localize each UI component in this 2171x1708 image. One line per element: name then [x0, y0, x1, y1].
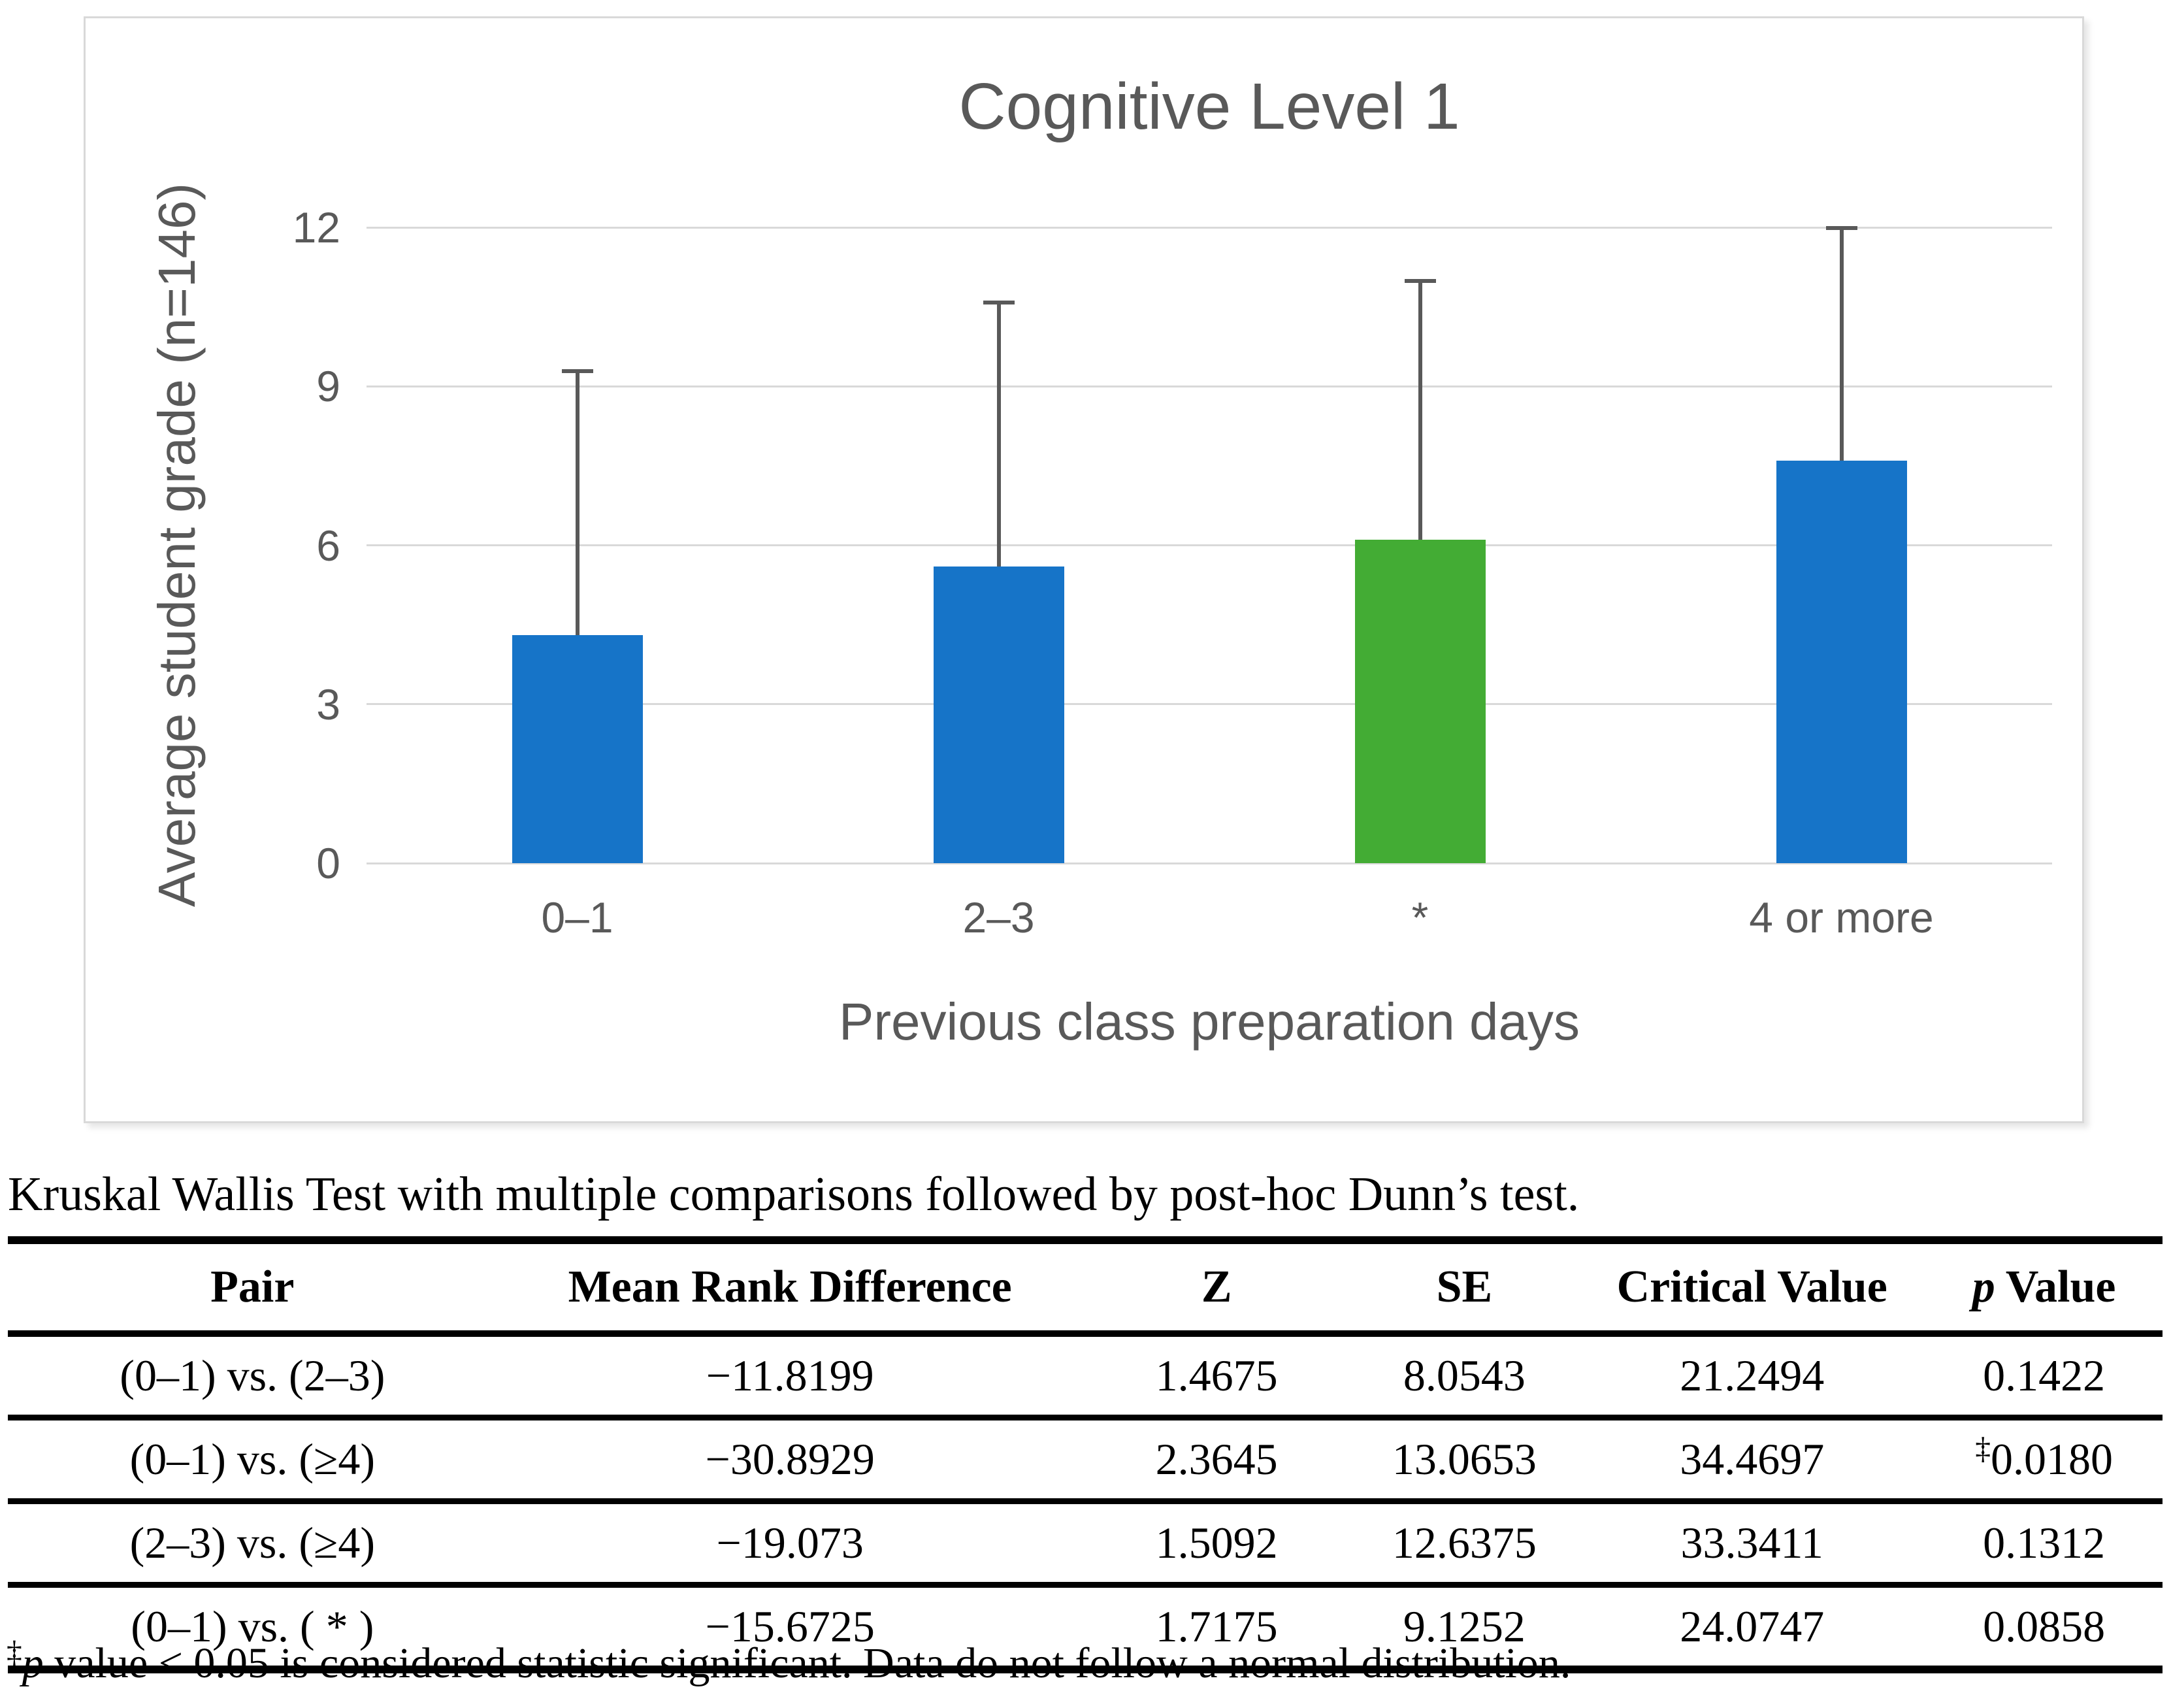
table-row: (2–3) vs. (≥4) −19.073 1.5092 12.6375 33… [8, 1501, 2163, 1588]
x-label-3: 4 or more [1749, 893, 1934, 942]
chart-title: Cognitive Level 1 [958, 70, 1460, 143]
bar-2 [1354, 540, 1486, 863]
column-header-p-value: p Value [1925, 1236, 2163, 1337]
cell-critical-value: 33.3411 [1578, 1501, 1926, 1588]
column-header-pair: Pair [8, 1236, 497, 1337]
y-tick-label-3: 3 [316, 680, 340, 729]
cell-z: 1.7175 [1083, 1585, 1350, 1673]
y-tick-label-9: 9 [316, 362, 340, 411]
cell-se: 8.0543 [1350, 1334, 1579, 1421]
cell-critical-value: 24.0747 [1578, 1585, 1926, 1673]
figure-caption: Kruskal Wallis Test with multiple compar… [8, 1168, 1580, 1221]
gridline-0 [367, 862, 2052, 864]
cell-mean-rank-difference: −15.6725 [497, 1585, 1083, 1673]
error-bar-0 [575, 370, 579, 636]
table-header-row: Pair Mean Rank Difference Z SE Critical … [8, 1236, 2163, 1337]
footnote-marker: ‡ [7, 1635, 22, 1669]
bar-0 [512, 635, 643, 863]
cell-p-value: ‡0.0180 [1925, 1417, 2163, 1504]
cell-critical-value: 21.2494 [1578, 1334, 1926, 1421]
stats-table: Pair Mean Rank Difference Z SE Critical … [8, 1236, 2163, 1673]
bar-3 [1776, 460, 1907, 863]
error-bar-cap-0 [561, 369, 593, 373]
error-bar-3 [1839, 227, 1844, 461]
error-bar-cap-3 [1825, 226, 1857, 230]
table-row: (0–1) vs. (2–3) −11.8199 1.4675 8.0543 2… [8, 1334, 2163, 1421]
y-tick-label-0: 0 [316, 839, 340, 887]
gridline-6 [367, 544, 2052, 546]
column-header-se: SE [1350, 1236, 1579, 1337]
cell-se: 12.6375 [1350, 1501, 1579, 1588]
x-label-1: 2–3 [962, 893, 1035, 942]
column-header-mean-rank-difference: Mean Rank Difference [497, 1236, 1083, 1337]
cell-se: 9.1252 [1350, 1585, 1579, 1673]
x-label-0: 0–1 [541, 893, 613, 942]
cell-z: 2.3645 [1083, 1417, 1350, 1504]
error-bar-cap-1 [983, 300, 1015, 304]
y-tick-label-12: 12 [292, 203, 340, 252]
column-header-z: Z [1083, 1236, 1350, 1337]
cell-pair: (0–1) vs. (2–3) [8, 1334, 497, 1421]
footnote-text: value < 0.05 is considered statistic sig… [43, 1639, 1571, 1687]
cell-critical-value: 34.4697 [1578, 1417, 1926, 1504]
gridline-12 [367, 226, 2052, 229]
cell-p-value: 0.1422 [1925, 1334, 2163, 1421]
table-row: (0–1) vs. (≥4) −30.8929 2.3645 13.0653 3… [8, 1417, 2163, 1504]
cell-mean-rank-difference: −30.8929 [497, 1417, 1083, 1504]
table-row: (0–1) vs. ( * ) −15.6725 1.7175 9.1252 2… [8, 1585, 2163, 1673]
y-axis-title-text: Average student grade (n=146) [148, 182, 206, 908]
cell-pair: (0–1) vs. ( * ) [8, 1585, 497, 1673]
error-bar-2 [1418, 280, 1422, 540]
chart-figure: Cognitive Level 1 Average student grade … [84, 16, 2084, 1123]
cell-p-value: 0.1312 [1925, 1501, 2163, 1588]
bar-1 [933, 566, 1064, 863]
cell-pair: (2–3) vs. (≥4) [8, 1501, 497, 1588]
plot-area: 0 3 6 9 12 0–1 2–3 * 4 or more [293, 206, 2052, 942]
table-footnote: ‡p value < 0.05 is considered statistic … [7, 1637, 2163, 1688]
x-axis-title: Previous class preparation days [839, 993, 1580, 1051]
error-bar-cap-2 [1404, 279, 1436, 284]
cell-p-value: 0.0858 [1925, 1585, 2163, 1673]
cell-mean-rank-difference: −19.073 [497, 1501, 1083, 1588]
column-header-critical-value: Critical Value [1578, 1236, 1926, 1337]
cell-se: 13.0653 [1350, 1417, 1579, 1504]
error-bar-1 [996, 301, 1001, 567]
cell-z: 1.4675 [1083, 1334, 1350, 1421]
gridline-3 [367, 703, 2052, 706]
cell-z: 1.5092 [1083, 1501, 1350, 1588]
y-tick-label-6: 6 [316, 521, 340, 570]
gridline-9 [367, 385, 2052, 387]
x-label-2: * [1411, 893, 1429, 942]
cell-pair: (0–1) vs. (≥4) [8, 1417, 497, 1504]
footnote-italic-p: p [22, 1639, 44, 1687]
cell-mean-rank-difference: −11.8199 [497, 1334, 1083, 1421]
